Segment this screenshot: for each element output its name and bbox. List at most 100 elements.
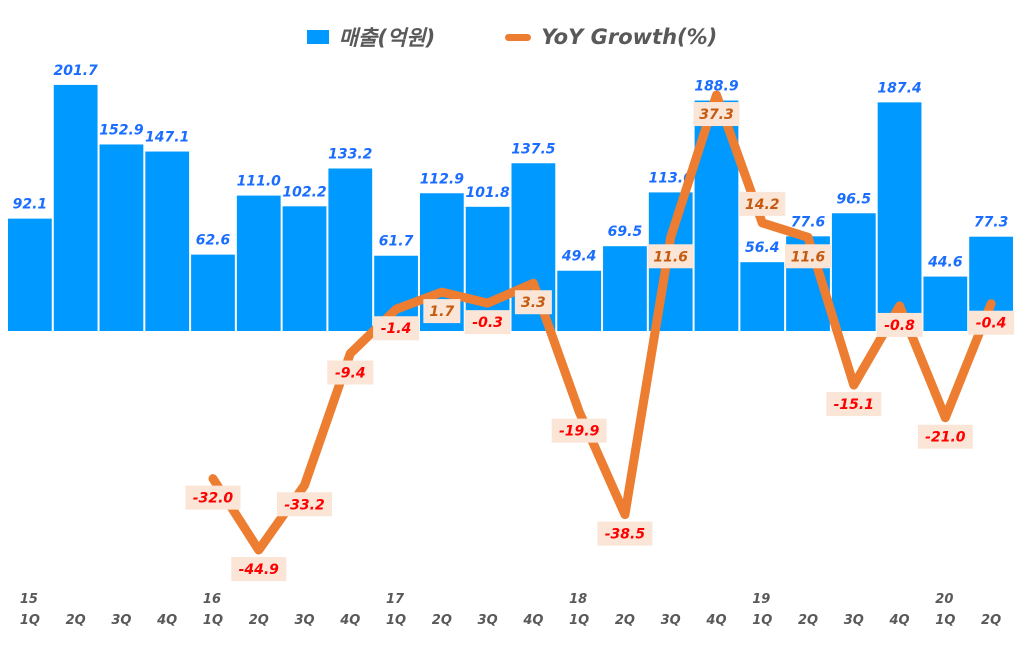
bar-label: 102.2 — [282, 184, 326, 200]
bar — [282, 206, 327, 331]
legend-item-sales: 매출(억원) — [306, 22, 436, 52]
bar-label: 152.9 — [99, 122, 144, 138]
x-tick-quarter: 3Q — [661, 613, 681, 628]
bar — [740, 262, 785, 331]
bar-label: 61.7 — [379, 234, 414, 250]
x-tick-year: 17 — [386, 592, 405, 607]
yoy-label-box — [423, 299, 461, 324]
x-tick-quarter: 1Q — [203, 613, 223, 628]
yoy-label: 11.6 — [791, 249, 826, 265]
bar-label: 133.2 — [328, 146, 372, 162]
bar-label: 77.3 — [974, 215, 1009, 231]
x-tick-quarter: 2Q — [432, 613, 452, 628]
x-tick-quarter: 3Q — [844, 613, 864, 628]
yoy-label-box — [464, 310, 511, 335]
x-tick-quarter: 3Q — [478, 613, 498, 628]
yoy-label-box — [597, 521, 653, 546]
x-tick-quarter: 2Q — [249, 613, 269, 628]
bar-label: 62.6 — [196, 233, 231, 249]
bar — [923, 276, 968, 331]
bar-label: 96.5 — [837, 191, 872, 207]
bar — [53, 84, 98, 332]
x-tick-quarter: 3Q — [111, 613, 131, 628]
bar — [328, 168, 373, 331]
yoy-label-box — [917, 424, 973, 449]
bar-label: 112.9 — [420, 171, 465, 187]
bar-label: 101.8 — [465, 185, 510, 201]
bar-label: 111.0 — [237, 174, 282, 190]
yoy-label: -0.4 — [976, 316, 1007, 332]
bar — [99, 144, 144, 331]
bar — [831, 213, 876, 331]
x-tick-year: 18 — [569, 592, 587, 607]
bar — [557, 270, 602, 331]
x-tick-quarter: 1Q — [752, 613, 772, 628]
bar — [877, 102, 922, 331]
yoy-label-box — [373, 316, 420, 341]
bar — [236, 195, 281, 331]
yoy-label: 1.7 — [429, 304, 454, 320]
x-tick-quarter: 4Q — [522, 613, 543, 628]
x-tick-quarter: 1Q — [386, 613, 406, 628]
legend-swatch-bar — [306, 30, 329, 44]
x-tick-year: 19 — [752, 592, 770, 607]
x-tick-quarter: 2Q — [798, 613, 818, 628]
bar-label: 92.1 — [13, 197, 48, 213]
yoy-label-box — [277, 492, 333, 517]
x-tick-quarter: 2Q — [615, 613, 635, 628]
yoy-label: -9.4 — [335, 366, 366, 382]
yoy-label: 11.6 — [653, 249, 688, 265]
bar-label: 44.6 — [927, 255, 963, 271]
yoy-label-box — [785, 244, 832, 269]
legend: 매출(억원) YoY Growth(%) — [0, 22, 1024, 52]
yoy-label: 3.3 — [521, 295, 546, 311]
x-tick-year: 15 — [20, 592, 38, 607]
legend-label-sales: 매출(억원) — [338, 26, 436, 50]
yoy-label-box — [514, 290, 552, 315]
yoy-label-box — [968, 310, 1015, 335]
x-tick-quarter: 4Q — [339, 613, 360, 628]
x-tick-quarter: 4Q — [889, 613, 910, 628]
yoy-label-box — [327, 360, 374, 385]
bar-label: 77.6 — [791, 214, 826, 230]
bar-label: 188.9 — [694, 79, 739, 95]
yoy-label: -0.8 — [884, 318, 915, 334]
yoy-label-box — [826, 392, 882, 417]
x-tick-year: 16 — [203, 592, 221, 607]
x-tick-quarter: 2Q — [981, 613, 1001, 628]
yoy-label-box — [876, 312, 923, 337]
x-tick-quarter: 4Q — [705, 613, 726, 628]
yoy-label-box — [739, 191, 786, 216]
x-tick-quarter: 2Q — [66, 613, 86, 628]
yoy-label: -19.9 — [559, 424, 600, 440]
x-tick-year: 20 — [935, 592, 953, 607]
bar-label: 147.1 — [145, 130, 189, 146]
bar-label: 137.5 — [511, 141, 556, 157]
yoy-label: -0.3 — [472, 315, 503, 331]
yoy-label: -33.2 — [284, 497, 324, 513]
bar-label: 56.4 — [745, 240, 780, 256]
yoy-label-box — [647, 244, 694, 269]
bar-label: 49.4 — [561, 249, 597, 265]
yoy-label: -32.0 — [193, 491, 234, 507]
yoy-label-box — [231, 557, 287, 582]
bar — [603, 246, 647, 331]
x-tick-quarter: 4Q — [156, 613, 177, 628]
legend-label-yoy: YoY Growth(%) — [541, 25, 718, 49]
yoy-label: -38.5 — [605, 527, 646, 543]
x-tick-quarter: 1Q — [935, 613, 955, 628]
x-tick-quarter: 1Q — [20, 613, 40, 628]
yoy-label: -21.0 — [925, 430, 966, 446]
legend-item-yoy: YoY Growth(%) — [505, 25, 717, 49]
bar-label: 187.4 — [877, 80, 921, 96]
bar — [145, 151, 190, 331]
bar — [191, 254, 235, 331]
bar-label: 201.7 — [54, 63, 99, 79]
yoy-label: -44.9 — [239, 562, 280, 578]
yoy-label: 37.3 — [699, 107, 734, 123]
x-tick-quarter: 3Q — [294, 613, 314, 628]
yoy-label: 14.2 — [745, 197, 780, 213]
bar-label: 69.5 — [608, 224, 643, 240]
yoy-label-box — [693, 102, 740, 127]
